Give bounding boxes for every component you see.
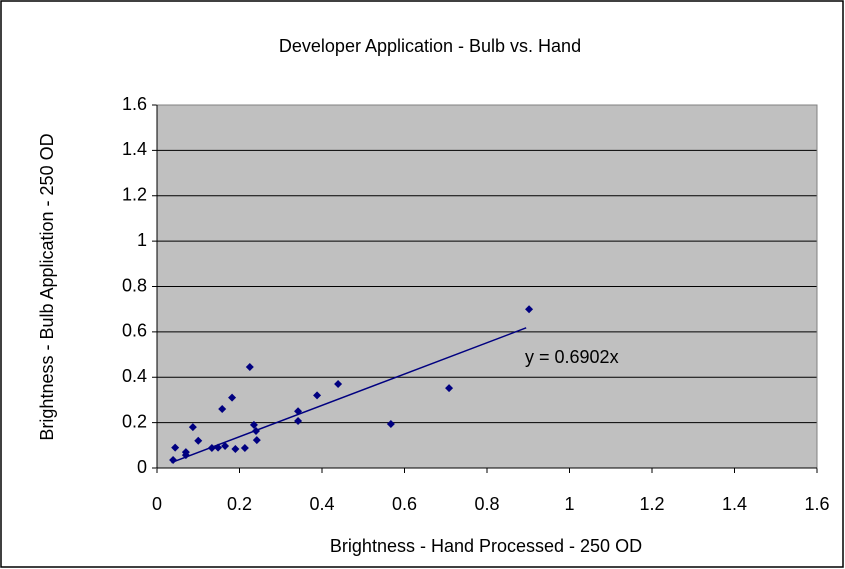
point [228, 393, 237, 402]
x-tick-label: 0 [152, 494, 162, 514]
y-tick-label: 0.6 [122, 321, 147, 341]
point [334, 380, 343, 389]
y-tick-label: 1.2 [122, 185, 147, 205]
point [525, 305, 534, 314]
point [181, 448, 190, 457]
x-tick-label: 0.6 [392, 494, 417, 514]
point [445, 384, 454, 393]
x-tick-label: 0.4 [309, 494, 334, 514]
x-tick-label: 1.2 [639, 494, 664, 514]
point [221, 441, 230, 450]
trendline-label: y = 0.6902x [525, 347, 619, 367]
y-tick-label: 1.6 [122, 94, 147, 114]
point [252, 427, 260, 436]
y-tick-label: 1.4 [122, 139, 147, 159]
x-tick-label: 0.2 [227, 494, 252, 514]
x-tick-label: 0.8 [474, 494, 499, 514]
y-tick-label: 0 [137, 457, 147, 477]
x-tick-label: 1.6 [804, 494, 829, 514]
point [240, 444, 249, 453]
point [294, 407, 303, 416]
point [386, 419, 395, 428]
chart-title: Developer Application - Bulb vs. Hand [279, 36, 581, 56]
point [207, 444, 216, 453]
point [252, 436, 261, 445]
point [214, 443, 223, 452]
point [194, 436, 203, 445]
point [218, 405, 227, 414]
point [245, 363, 254, 372]
y-tick-label: 0.4 [122, 366, 147, 386]
x-axis-label: Brightness - Hand Processed - 250 OD [330, 536, 642, 556]
x-tick-label: 1 [564, 494, 574, 514]
y-axis-label: Brightness - Bulb Application - 250 OD [37, 133, 57, 440]
y-tick-label: 0.8 [122, 275, 147, 295]
y-tick-label: 0.2 [122, 411, 147, 431]
point [188, 423, 197, 432]
point [249, 420, 258, 429]
trendline [171, 327, 527, 464]
point [171, 443, 180, 452]
point [294, 417, 303, 426]
x-tick-label: 1.4 [722, 494, 747, 514]
point [313, 391, 322, 400]
point [169, 456, 178, 465]
y-tick-label: 1 [137, 230, 147, 250]
point [231, 444, 240, 453]
